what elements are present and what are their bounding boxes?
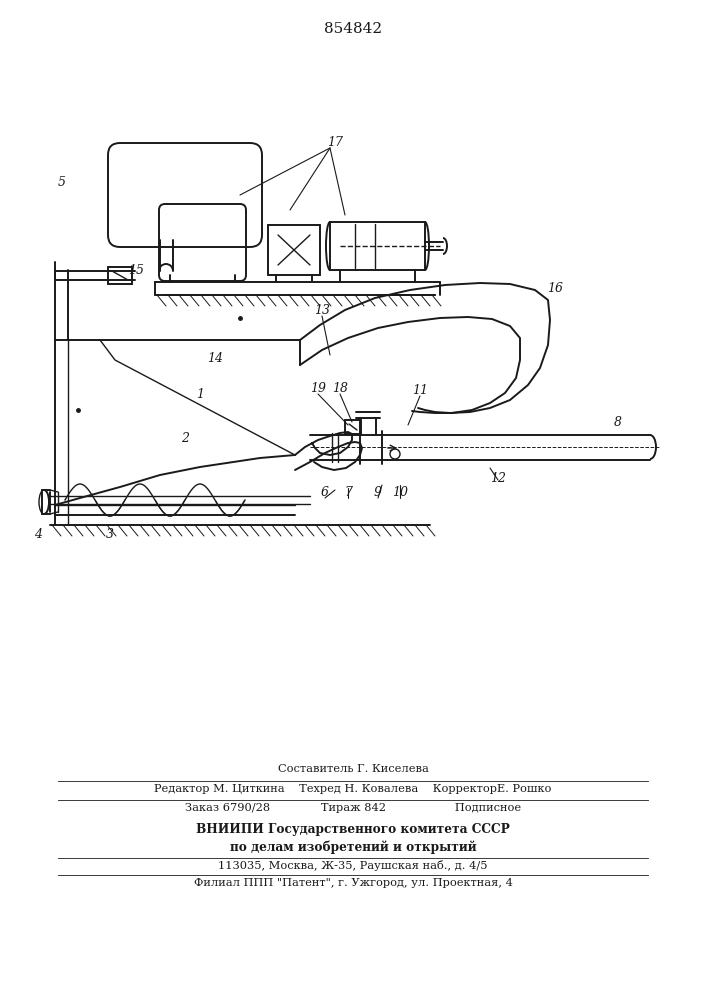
Text: 3: 3: [106, 528, 114, 542]
Text: 16: 16: [547, 282, 563, 294]
Text: 9: 9: [374, 486, 382, 498]
Text: Заказ 6790/28              Тираж 842                   Подписное: Заказ 6790/28 Тираж 842 Подписное: [185, 803, 521, 813]
Text: 5: 5: [58, 176, 66, 188]
Text: 7: 7: [344, 486, 352, 498]
Text: 15: 15: [128, 263, 144, 276]
Text: Филиал ППП "Патент", г. Ужгород, ул. Проектная, 4: Филиал ППП "Патент", г. Ужгород, ул. Про…: [194, 878, 513, 888]
Text: Редактор М. Циткина    Техред Н. Ковалева    КорректорЕ. Рошко: Редактор М. Циткина Техред Н. Ковалева К…: [154, 784, 551, 794]
Text: 2: 2: [181, 432, 189, 444]
Text: 4: 4: [34, 528, 42, 542]
Text: 11: 11: [412, 383, 428, 396]
Text: 6: 6: [321, 486, 329, 498]
Text: по делам изобретений и открытий: по делам изобретений и открытий: [230, 840, 477, 854]
Text: 10: 10: [392, 486, 408, 498]
Text: 113035, Москва, Ж-35, Раушская наб., д. 4/5: 113035, Москва, Ж-35, Раушская наб., д. …: [218, 860, 488, 871]
Text: 18: 18: [332, 381, 348, 394]
Text: 854842: 854842: [324, 22, 382, 36]
Text: ВНИИПИ Государственного комитета СССР: ВНИИПИ Государственного комитета СССР: [196, 823, 510, 836]
Bar: [330, 222, 425, 270]
Text: 8: 8: [614, 416, 622, 430]
Text: 19: 19: [310, 381, 326, 394]
Text: 12: 12: [490, 472, 506, 485]
Text: 1: 1: [196, 388, 204, 401]
Text: 13: 13: [314, 304, 330, 316]
Text: 14: 14: [207, 352, 223, 364]
Text: Составитель Г. Киселева: Составитель Г. Киселева: [278, 764, 428, 774]
Text: 17: 17: [327, 136, 343, 149]
